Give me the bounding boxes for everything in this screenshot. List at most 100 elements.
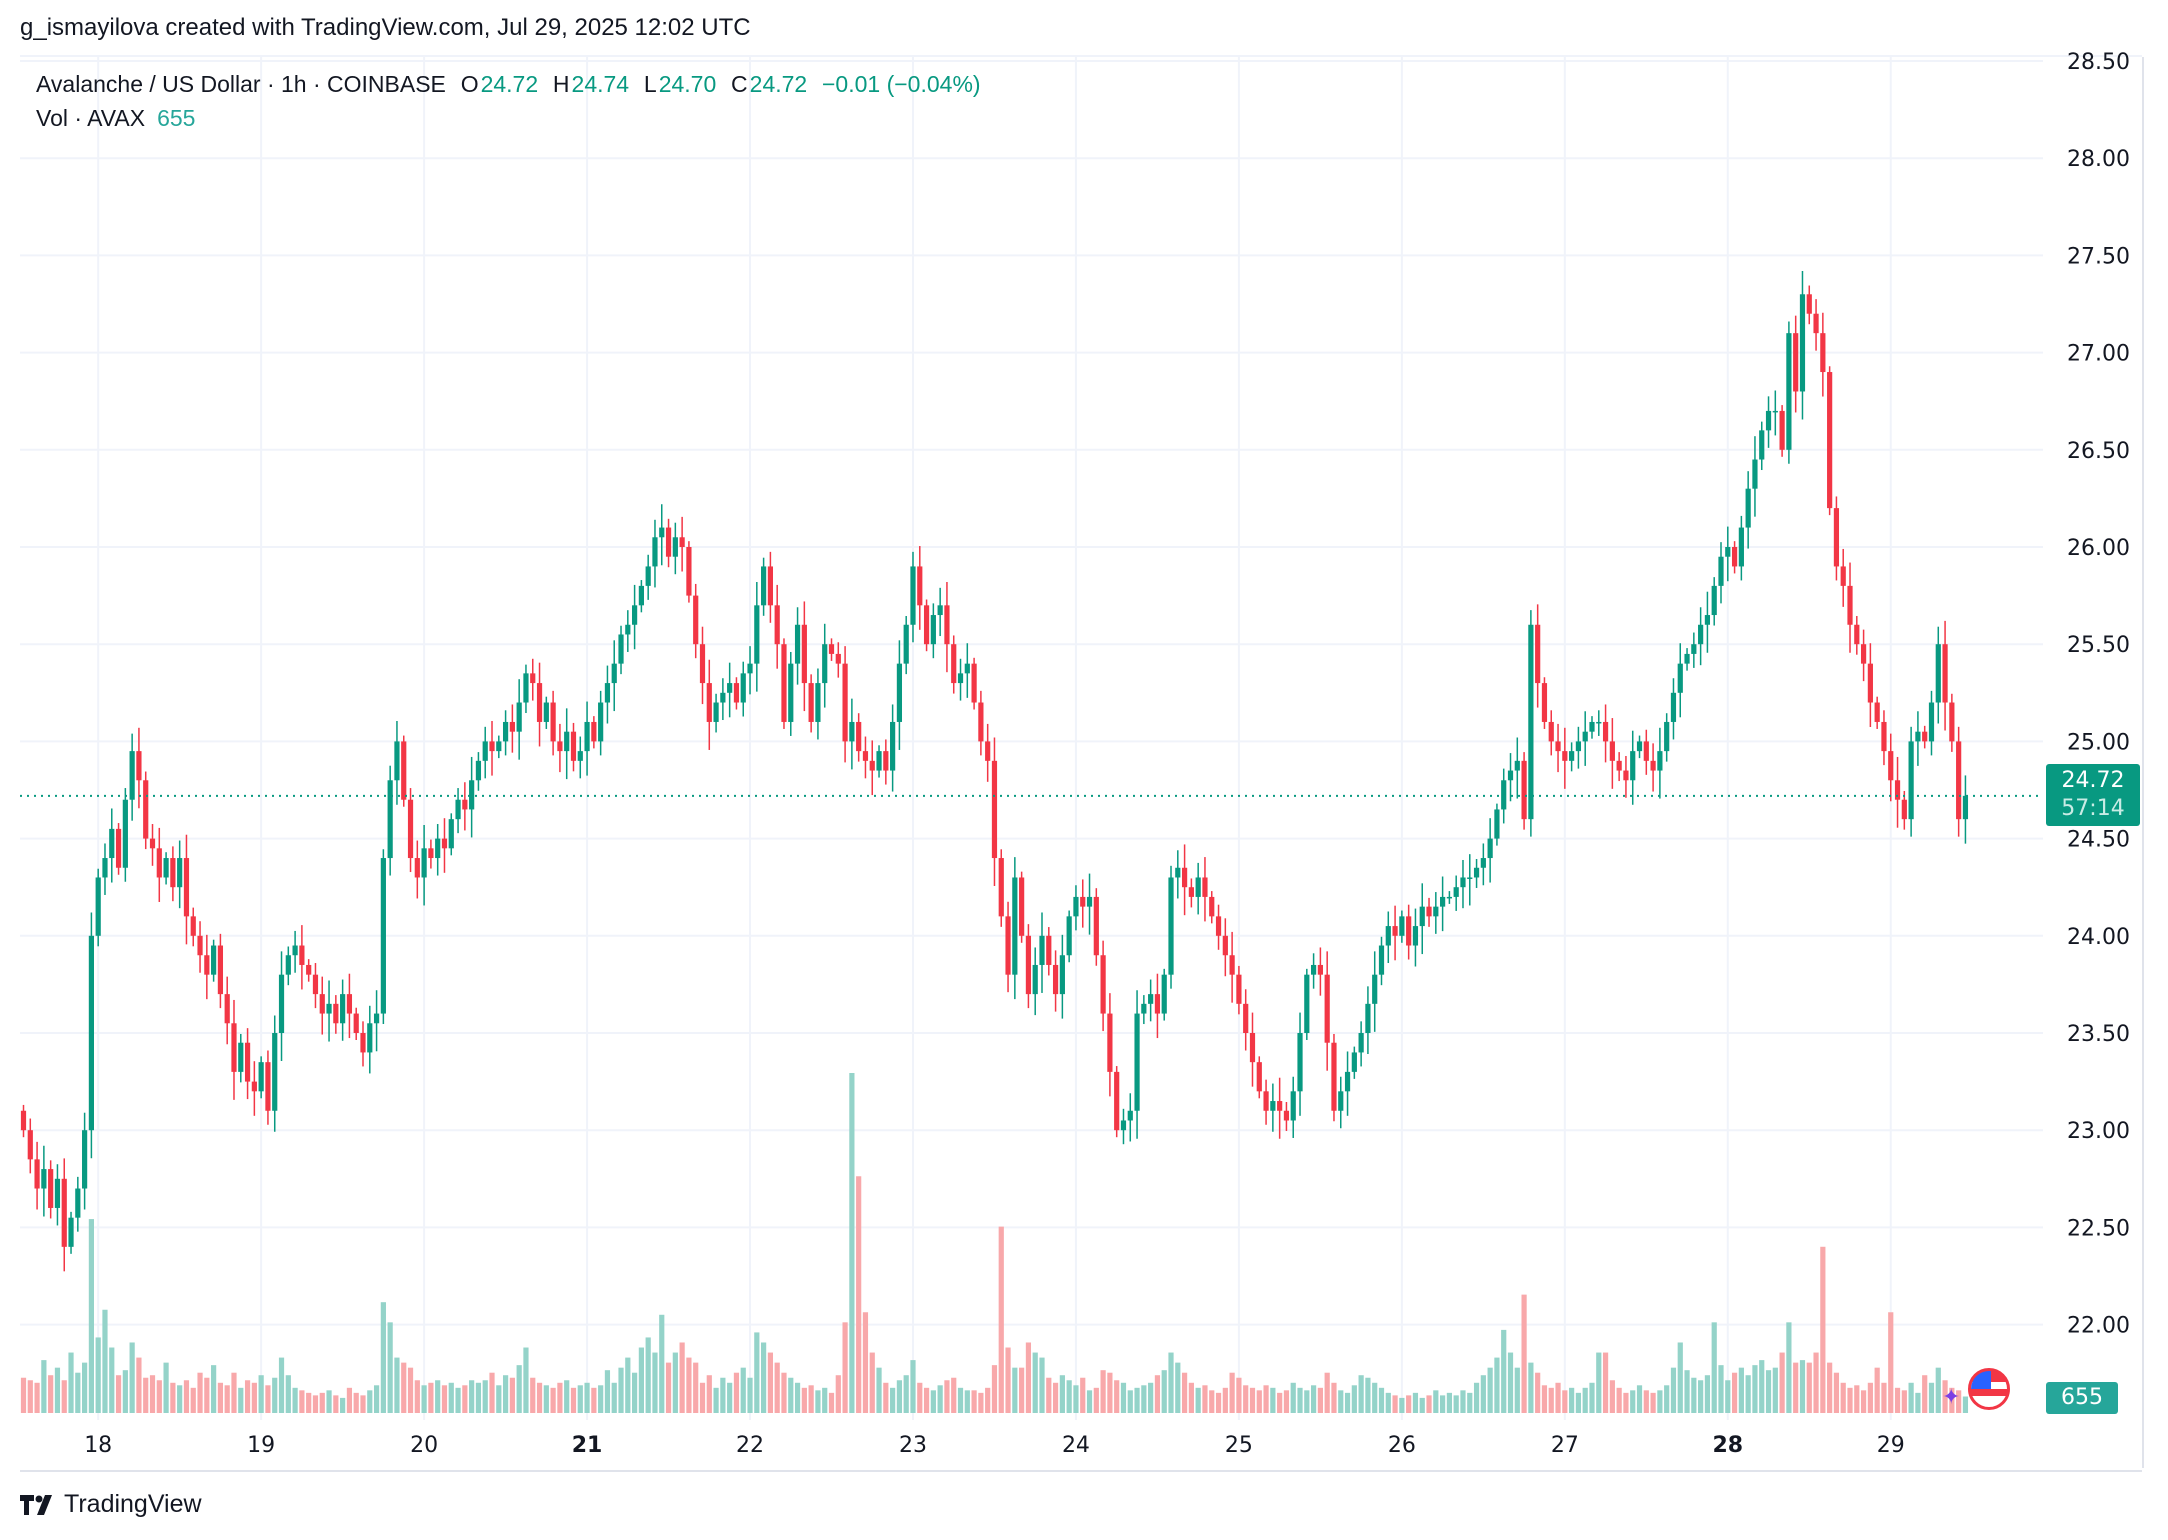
volume-bar: [292, 1387, 298, 1413]
price-tick-label: 26.00: [2067, 536, 2130, 561]
volume-bar: [957, 1387, 964, 1413]
volume-bar: [1602, 1352, 1609, 1413]
volume-bar: [1365, 1377, 1371, 1413]
time-tick-label: 21: [572, 1433, 603, 1458]
volume-bar: [177, 1385, 183, 1413]
volume-bar: [1378, 1387, 1385, 1413]
volume-bar: [373, 1385, 380, 1413]
us-flag-icon[interactable]: [1968, 1368, 2010, 1410]
volume-bar: [238, 1387, 244, 1413]
candle-body: [1249, 1033, 1256, 1063]
candle-body: [1385, 926, 1391, 946]
volume-bar: [1202, 1385, 1208, 1413]
volume-bar: [1073, 1385, 1079, 1413]
candle-body: [930, 615, 936, 645]
volume-bar: [659, 1314, 665, 1413]
candle-body: [1304, 974, 1310, 1033]
candle-body: [1419, 906, 1425, 927]
candle-body: [557, 741, 563, 752]
candle-body: [699, 644, 706, 684]
volume-bar: [1195, 1387, 1201, 1413]
tradingview-logo[interactable]: TradingView: [20, 1490, 202, 1519]
volume-bar: [1480, 1375, 1486, 1413]
price-tick-label: 22.50: [2067, 1216, 2130, 1241]
volume-bar: [346, 1387, 353, 1413]
volume-bar: [1440, 1395, 1446, 1413]
volume-bar: [632, 1372, 638, 1413]
candle-body: [679, 537, 685, 547]
volume-bar: [1277, 1392, 1283, 1413]
candle-body: [1107, 1013, 1113, 1072]
volume-bar: [808, 1385, 814, 1413]
volume-bar: [598, 1385, 604, 1413]
volume-bar: [1344, 1392, 1351, 1413]
volume-bar: [1025, 1342, 1032, 1413]
candle-body: [1141, 1003, 1147, 1014]
candle-body: [231, 1023, 237, 1072]
volume-bar: [1507, 1352, 1514, 1413]
volume-bar: [1005, 1347, 1011, 1413]
volume-bar: [1080, 1377, 1086, 1413]
candle-body: [82, 1130, 88, 1189]
candle-body: [835, 653, 841, 664]
volume-bar: [197, 1372, 203, 1413]
volume-bar: [686, 1357, 692, 1413]
candle-body: [1677, 663, 1683, 693]
candle-body: [1059, 955, 1065, 995]
volume-bar: [170, 1382, 176, 1413]
candle-body: [896, 663, 903, 722]
volume-bar: [475, 1382, 482, 1413]
candle-body: [652, 537, 658, 567]
candle-body: [373, 1013, 380, 1024]
volume-bar: [564, 1380, 570, 1413]
volume-bar: [862, 1312, 869, 1413]
volume-bar: [380, 1302, 386, 1413]
candle-body: [944, 605, 950, 645]
candle-body: [102, 858, 108, 878]
candle-body: [720, 692, 726, 703]
candle-body: [665, 527, 672, 557]
candle-body: [632, 605, 638, 625]
candle-body: [20, 1110, 27, 1131]
current-volume-badge: 655: [2046, 1382, 2118, 1414]
candle-body: [1148, 994, 1154, 1004]
candle-body: [1786, 333, 1792, 450]
candle-body: [1344, 1071, 1351, 1092]
volume-bar: [1433, 1390, 1439, 1413]
candle-body: [1888, 751, 1894, 781]
candle-body: [1827, 372, 1833, 509]
volume-bar: [740, 1367, 746, 1413]
volume-bar: [1148, 1382, 1154, 1413]
volume-bar: [1453, 1395, 1459, 1413]
time-tick-label: 24: [1062, 1433, 1090, 1458]
volume-bar: [1317, 1387, 1323, 1413]
volume-bar: [1650, 1392, 1656, 1413]
tradingview-logo-text: TradingView: [64, 1490, 202, 1518]
volume-bar: [1059, 1375, 1065, 1413]
volume-bar: [231, 1372, 237, 1413]
volume-bar: [788, 1377, 794, 1413]
sparkle-icon[interactable]: ✦: [1942, 1384, 1961, 1409]
candle-body: [1725, 547, 1731, 557]
volume-bar: [1209, 1390, 1215, 1413]
candle-body: [1616, 760, 1622, 771]
candle-body: [1256, 1062, 1262, 1092]
volume-bar: [842, 1322, 848, 1413]
volume-bar: [1691, 1377, 1697, 1413]
price-tick-label: 25.00: [2067, 730, 2130, 755]
candle-body: [611, 663, 617, 684]
volume-bar: [441, 1385, 448, 1413]
volume-bar: [102, 1309, 108, 1413]
volume-bar: [890, 1387, 896, 1413]
candle-body: [625, 624, 631, 635]
candle-body: [1412, 926, 1419, 946]
volume-bar: [278, 1357, 285, 1413]
candle-body: [1908, 741, 1914, 820]
volume-bar: [1901, 1390, 1907, 1413]
volume-bar: [1745, 1375, 1751, 1413]
volume-bar: [163, 1362, 169, 1413]
volume-bar: [822, 1387, 828, 1413]
candle-body: [1589, 721, 1595, 732]
candle-body: [1378, 945, 1385, 975]
